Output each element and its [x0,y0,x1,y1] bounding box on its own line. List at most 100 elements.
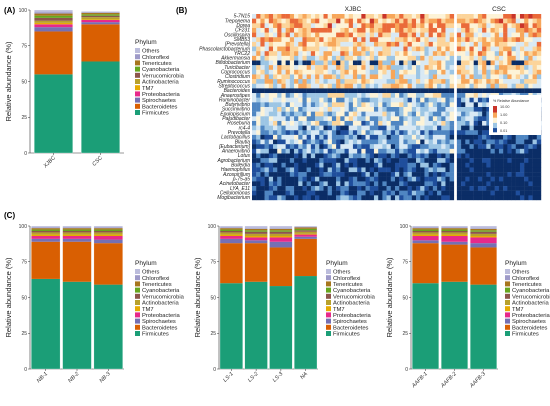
heatmap-cell [369,88,375,94]
heatmap-cell [340,139,345,145]
heatmap-cell [532,153,537,159]
x-tick-label: NA [299,371,309,381]
heatmap-cell [407,111,413,117]
heatmap-cell [323,195,328,201]
heatmap-cell [306,167,312,173]
heatmap-cell [302,23,307,29]
heatmap-cell [323,172,328,177]
heatmap-cell [469,148,474,154]
heatmap-cell [420,153,425,159]
heatmap-cell [524,162,529,168]
heatmap-cell [532,181,537,187]
heatmap-cell [528,181,533,187]
bar-segment-spirochaetes [269,241,293,248]
heatmap-cell [407,172,413,177]
bar-segment-cyanobacteria [412,229,439,232]
heatmap-cell [285,46,291,52]
bar-segment-tm7 [470,236,497,238]
heatmap-cell [319,172,324,177]
heatmap-cell [449,69,455,75]
heatmap-cell [420,158,425,163]
heatmap-cell [327,41,333,47]
heatmap-cell [319,125,324,131]
heatmap-cell [465,14,470,19]
heatmap-cell [503,23,508,29]
heatmap-cell [273,172,278,177]
heatmap-cell [310,32,316,38]
heatmap-cell [477,111,483,117]
heatmap-cell [331,14,337,19]
heatmap-cell [490,172,495,177]
heatmap-cell [469,176,474,182]
heatmap-cell [390,65,396,70]
heatmap-cell [369,195,375,201]
heatmap-cell [449,60,455,66]
heatmap-cell [532,79,537,84]
heatmap-cell [264,107,270,112]
heatmap-cell [449,32,455,38]
heatmap-cell [503,55,508,61]
heatmap-cell [445,167,450,173]
heatmap-cell [473,83,479,89]
heatmap-cell [456,23,462,29]
heatmap-cell [361,186,366,191]
heatmap-cell [411,139,417,145]
heatmap-cell [416,116,421,122]
y-tick-label: 25 [21,115,27,121]
heatmap-cell [327,176,333,182]
heatmap-cell [336,23,341,29]
heatmap-cell [369,102,375,108]
heatmap-cell [403,46,408,52]
heatmap-cell [298,195,303,201]
heatmap-cell [386,93,391,98]
heatmap-cell [365,41,370,47]
heatmap-cell [445,195,450,201]
heatmap-cell [507,14,512,19]
heatmap-cell [494,172,500,177]
heatmap-cell [365,181,370,187]
heatmap-cell [428,41,434,47]
heatmap-cell [373,111,379,117]
heatmap-cell [519,195,525,201]
heatmap-cell [331,79,337,84]
heatmap-cell [428,176,434,182]
bar-segment-spirochaetes [470,243,497,248]
heatmap-cell [336,14,341,19]
x-tick-label: CSC [91,155,103,167]
heatmap-cell [378,46,383,52]
heatmap-cell [515,134,521,140]
heatmap-cell [441,144,446,150]
heatmap-cell [252,88,257,94]
heatmap-cell [507,148,512,154]
heatmap-cell [407,46,413,52]
heatmap-cell [473,88,479,94]
heatmap-cell [536,79,542,84]
bar-segment-actinobacteria [93,232,123,235]
x-tick-label: LS-1 [222,371,234,383]
heatmap-cell [352,153,358,159]
heatmap-cell [315,186,320,191]
heatmap-cell [315,18,320,24]
heatmap-cell [369,186,375,191]
heatmap-cell [285,120,291,126]
heatmap-cell [386,60,391,66]
heatmap-cell [507,172,512,177]
heatmap-cell [378,186,383,191]
heatmap-cell [298,120,303,126]
heatmap-cell [461,41,466,47]
legend-swatch [505,306,510,312]
heatmap-cell [390,32,396,38]
heatmap-cell [277,181,282,187]
heatmap-cell [473,190,479,196]
heatmap-cell [441,55,446,61]
heatmap-cell [441,134,446,140]
heatmap-cell [310,158,316,163]
heatmap-cell [524,83,529,89]
heatmap-cell [336,27,341,33]
heatmap-cell [449,134,455,140]
heatmap-cell [424,69,429,75]
heatmap-cell [432,60,438,66]
heatmap-cell [252,176,257,182]
heatmap-cell [386,65,391,70]
heatmap-cell [441,18,446,24]
